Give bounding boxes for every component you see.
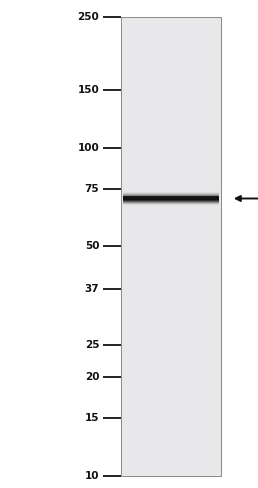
Text: 37: 37 (85, 285, 99, 294)
Text: 15: 15 (85, 413, 99, 423)
Text: 150: 150 (78, 85, 99, 95)
Text: 75: 75 (85, 183, 99, 194)
Bar (121, 17, 221, 476)
Text: 50: 50 (85, 242, 99, 251)
Text: 250: 250 (78, 12, 99, 22)
Text: 10: 10 (85, 471, 99, 481)
Text: 100: 100 (78, 142, 99, 153)
Text: 25: 25 (85, 340, 99, 350)
Text: 20: 20 (85, 372, 99, 382)
